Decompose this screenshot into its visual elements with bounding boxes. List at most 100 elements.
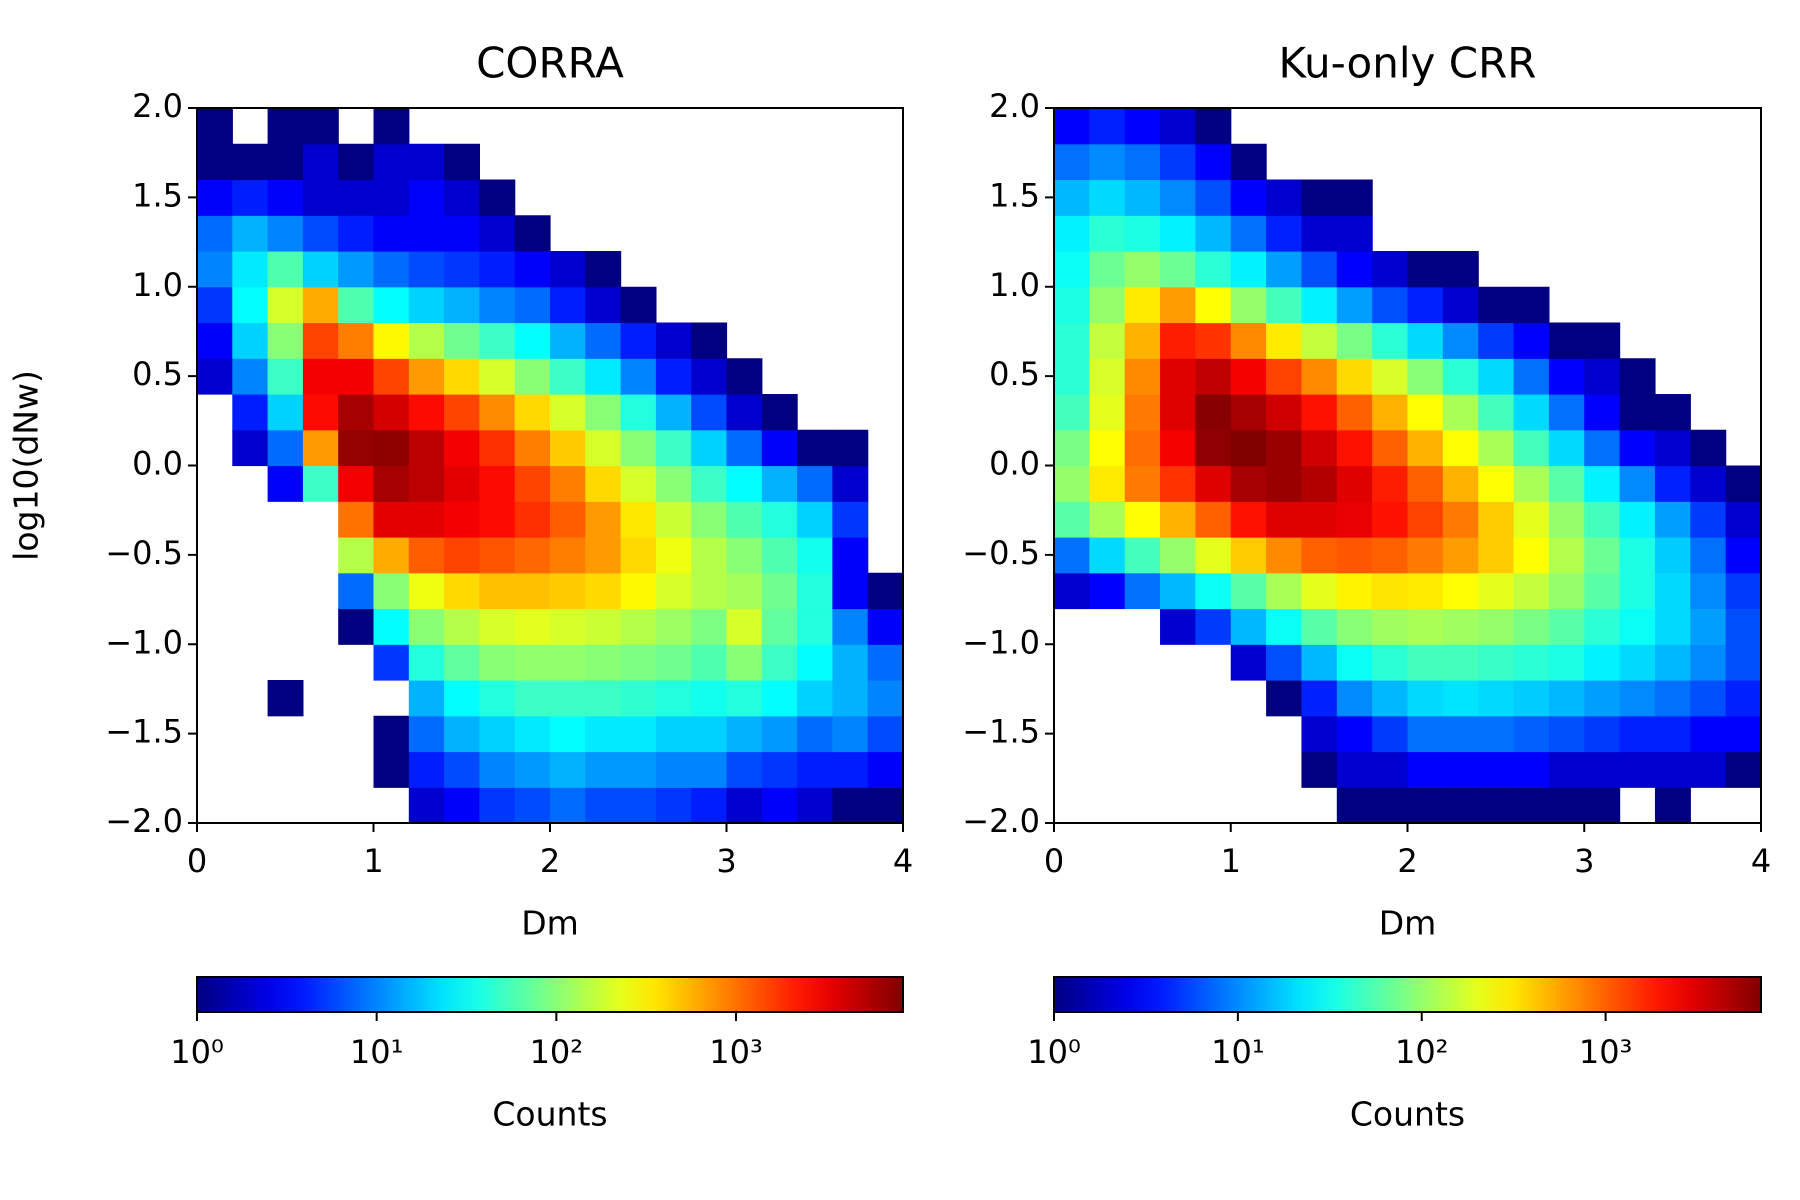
heatmap-cell <box>620 608 657 645</box>
heatmap-cell <box>1054 752 1090 788</box>
heatmap-cell <box>1089 787 1125 823</box>
heatmap-cell <box>1549 251 1585 287</box>
heatmap-cell <box>374 680 410 716</box>
heatmap-cell <box>762 358 798 394</box>
heatmap-cell <box>373 251 410 288</box>
heatmap-cell <box>1514 180 1550 216</box>
heatmap-cell <box>1301 286 1338 324</box>
heatmap-cell <box>1690 287 1726 323</box>
heatmap-cell <box>1408 108 1444 144</box>
heatmap-cell <box>1372 215 1408 251</box>
heatmap-cell <box>1160 215 1196 252</box>
heatmap-cell <box>1443 144 1479 180</box>
heatmap-cell <box>1054 179 1090 216</box>
heatmap-cell <box>1054 537 1090 574</box>
heatmap-cell <box>832 608 869 645</box>
heatmap-cell <box>1478 251 1514 287</box>
heatmap-cell <box>1443 108 1479 144</box>
heatmap-cell <box>1725 751 1762 788</box>
heatmap-cell <box>1054 644 1090 680</box>
heatmap-cell <box>1266 465 1303 502</box>
heatmap-cell <box>1478 751 1515 788</box>
heatmap-cell <box>620 394 657 431</box>
heatmap-cell <box>1266 251 1303 288</box>
heatmap-cell <box>1654 501 1691 538</box>
heatmap-cell <box>1089 322 1126 359</box>
heatmap-cell <box>1407 251 1444 288</box>
heatmap-cell <box>197 680 233 716</box>
heatmap-cell <box>1478 108 1514 144</box>
heatmap-cell <box>1266 322 1303 359</box>
heatmap-cell <box>232 752 268 788</box>
heatmap-cell <box>1620 323 1656 359</box>
heatmap-cell <box>1372 572 1409 610</box>
heatmap-cell <box>1726 180 1762 216</box>
heatmap-cell <box>1372 180 1408 216</box>
heatmap-cell <box>1620 215 1656 251</box>
heatmap-cell <box>761 537 798 574</box>
heatmap-cell <box>585 108 621 144</box>
heatmap-cell <box>1620 180 1656 216</box>
heatmap-cell <box>727 287 763 323</box>
heatmap-cell <box>585 358 622 395</box>
heatmap-cell <box>550 680 586 717</box>
heatmap-cell <box>1407 537 1444 574</box>
colorbar-tick-label: 10² <box>1395 1033 1449 1071</box>
heatmap-cell <box>444 608 480 645</box>
heatmap-cell <box>479 108 515 144</box>
heatmap-cell <box>1725 608 1762 645</box>
y-axis-label: log10(dNw) <box>7 370 46 561</box>
colorbar-tick-label: 10¹ <box>350 1033 404 1071</box>
heatmap-cell <box>1654 751 1691 788</box>
heatmap-cell <box>479 179 516 216</box>
heatmap-cell <box>1372 108 1408 144</box>
heatmap-cell <box>1548 572 1585 610</box>
heatmap-cell <box>1407 465 1444 502</box>
heatmap-cell <box>1442 394 1479 431</box>
heatmap-cell <box>302 465 339 502</box>
heatmap-cell <box>832 180 868 216</box>
heatmap-cell <box>338 644 374 680</box>
heatmap-cell <box>197 143 233 181</box>
heatmap-cell <box>832 715 869 753</box>
heatmap-cell <box>1124 143 1161 181</box>
heatmap-cell <box>1548 751 1585 788</box>
heatmap-cell <box>1726 215 1762 251</box>
heatmap-cell <box>373 215 410 252</box>
heatmap-cell <box>832 644 869 681</box>
heatmap-cell <box>691 287 727 323</box>
heatmap-cell <box>1619 429 1656 467</box>
heatmap-cell <box>867 608 904 645</box>
x-tick-label: 4 <box>893 842 913 880</box>
heatmap-cell <box>550 180 586 216</box>
heatmap-cell <box>373 179 410 216</box>
heatmap-cell <box>1619 751 1656 788</box>
x-tick-label: 1 <box>1221 842 1241 880</box>
heatmap-cell <box>868 108 904 144</box>
heatmap-cell <box>761 787 798 824</box>
heatmap-cell <box>302 286 339 324</box>
heatmap-cell <box>691 501 728 538</box>
heatmap-cell <box>1195 358 1232 395</box>
heatmap-cell <box>267 322 304 359</box>
heatmap-cell <box>1266 572 1303 610</box>
heatmap-cell <box>550 215 586 251</box>
heatmap-cell <box>267 680 304 717</box>
heatmap-cell <box>1407 751 1444 788</box>
heatmap-cell <box>268 716 304 752</box>
heatmap-cell <box>302 429 339 467</box>
heatmap-cell <box>585 322 622 359</box>
heatmap-cell <box>1266 644 1303 681</box>
heatmap-cell <box>1336 644 1373 681</box>
heatmap-cell <box>1089 572 1126 610</box>
heatmap-cell <box>691 108 727 144</box>
heatmap-cell <box>655 751 692 788</box>
heatmap-cell <box>1195 429 1232 467</box>
heatmap-cell <box>1584 787 1621 824</box>
heatmap-cell <box>514 394 551 431</box>
heatmap-cell <box>1266 358 1303 395</box>
heatmap-cell <box>1726 144 1762 180</box>
heatmap-cell <box>408 501 445 538</box>
heatmap-cell <box>1690 501 1727 538</box>
heatmap-cell <box>726 501 763 538</box>
